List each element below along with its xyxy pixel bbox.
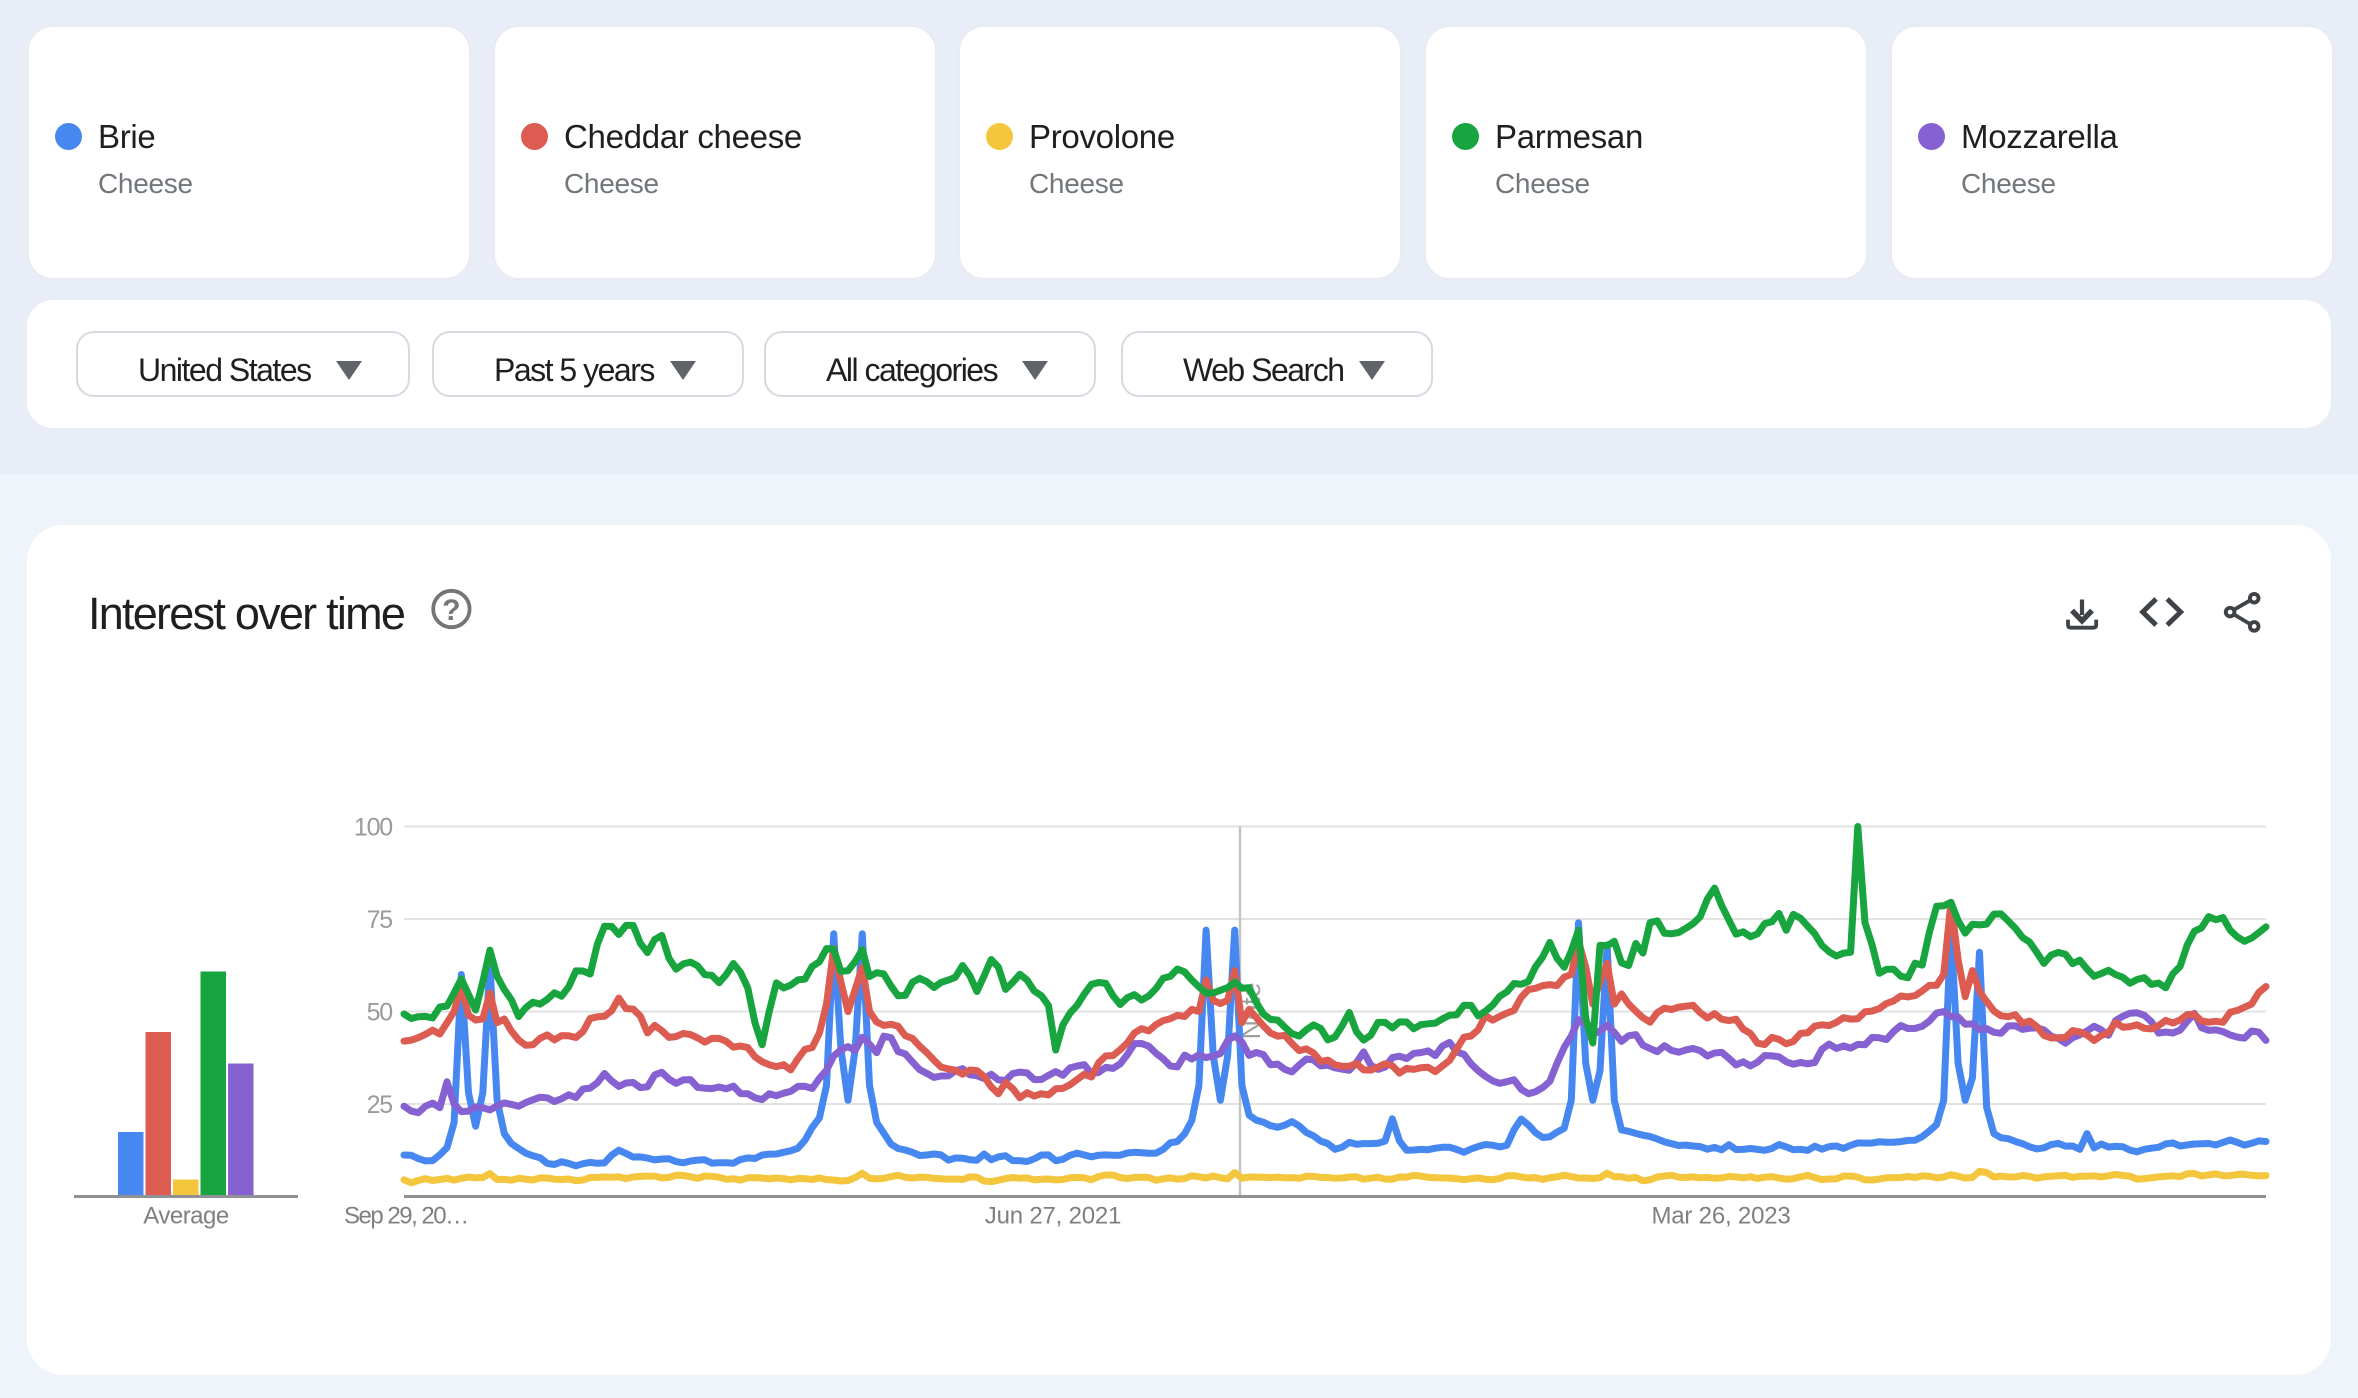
svg-text:50: 50 [367,999,393,1027]
svg-text:Jun 27, 2021: Jun 27, 2021 [985,1203,1121,1230]
svg-text:Mar 26, 2023: Mar 26, 2023 [1651,1203,1790,1230]
svg-text:Average: Average [143,1203,229,1230]
svg-text:?: ? [442,594,460,627]
svg-text:75: 75 [367,906,393,934]
svg-text:100: 100 [354,814,392,842]
svg-text:25: 25 [367,1091,393,1119]
svg-text:Sep 29, 20…: Sep 29, 20… [344,1203,468,1230]
